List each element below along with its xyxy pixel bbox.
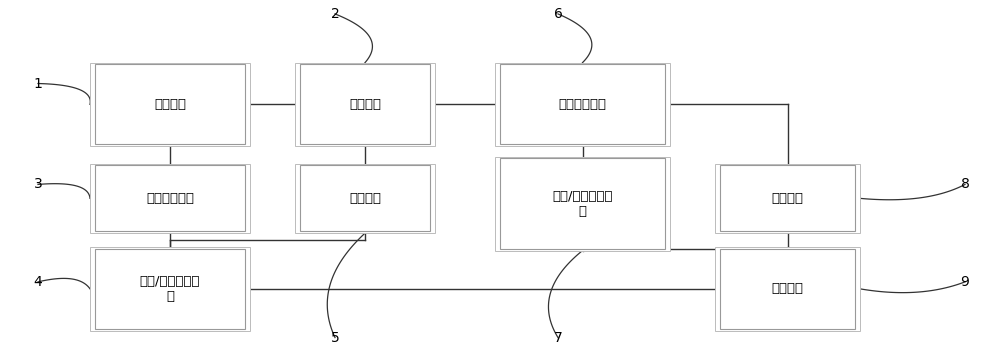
Text: 2: 2 <box>331 7 339 21</box>
Bar <box>495 63 670 146</box>
Text: 显示模块: 显示模块 <box>772 192 804 205</box>
Bar <box>500 158 665 249</box>
Text: 驱动模块: 驱动模块 <box>349 192 381 205</box>
Text: 过流/短路保护模
块: 过流/短路保护模 块 <box>552 190 613 218</box>
Text: 3: 3 <box>34 177 42 191</box>
Text: 1: 1 <box>34 77 42 90</box>
Text: 母线电源: 母线电源 <box>154 98 186 111</box>
Bar <box>295 164 435 233</box>
Text: 接通/关断控制模
块: 接通/关断控制模 块 <box>140 275 200 303</box>
Bar <box>720 249 855 329</box>
Text: 电流采集模块: 电流采集模块 <box>558 98 606 111</box>
Text: 7: 7 <box>554 331 562 345</box>
Bar <box>90 247 250 331</box>
Text: 8: 8 <box>961 177 969 191</box>
Text: 开关模块: 开关模块 <box>349 98 381 111</box>
Bar <box>90 63 250 146</box>
Bar <box>500 64 665 144</box>
Bar <box>300 165 430 231</box>
Bar <box>95 64 245 144</box>
Text: 辅助供电模块: 辅助供电模块 <box>146 192 194 205</box>
Bar <box>295 63 435 146</box>
Text: 9: 9 <box>961 275 969 289</box>
Bar <box>95 249 245 329</box>
Text: 5: 5 <box>331 331 339 345</box>
Bar <box>95 165 245 231</box>
Bar <box>715 247 860 331</box>
Bar <box>495 157 670 251</box>
Bar <box>720 165 855 231</box>
Bar <box>715 164 860 233</box>
Bar <box>90 164 250 233</box>
Text: 6: 6 <box>554 7 562 21</box>
Text: 4: 4 <box>34 275 42 289</box>
Bar <box>300 64 430 144</box>
Text: 报警模块: 报警模块 <box>772 282 804 295</box>
